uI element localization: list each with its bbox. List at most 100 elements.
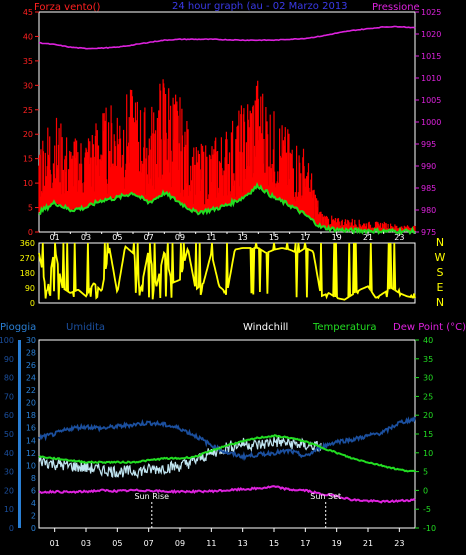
wind-pressure-x-tick-label: 13 (238, 233, 248, 242)
rain-tick-label: 4 (31, 499, 36, 508)
temperature-humidity-series (38, 416, 416, 504)
humidity-tick-label: 40 (4, 449, 14, 458)
wind-pressure-chart: Forza vento() 24 hour graph (au - 02 Mar… (23, 1, 442, 242)
humidity-ticks: 0 10 20 30 40 50 60 70 80 90 100 (0, 336, 14, 533)
wind-pressure-x-ticks: 01 03 05 07 09 11 13 15 17 19 21 23 (50, 232, 416, 242)
temperature-humidity-x-tick-label: 03 (81, 539, 91, 548)
temperature-tick-label: 10 (423, 449, 433, 458)
temperature-ticks: -10 -5 0 5 10 15 20 25 30 35 40 (415, 336, 436, 533)
windchill-label: Windchill (243, 322, 288, 333)
pressure-tick-label: 1025 (421, 8, 441, 17)
rain-tick-label: 24 (26, 374, 36, 383)
wind-pressure-x-tick-label: 17 (300, 233, 310, 242)
wind-direction-series (38, 242, 416, 301)
temperature-humidity-x-tick-label: 15 (269, 539, 279, 548)
wind-speed-tick-label: 45 (23, 8, 33, 17)
rain-tick-label: 20 (26, 399, 36, 408)
pressure-ticks: 975 980 985 990 995 1000 1005 1010 1015 1020 1025 (415, 8, 441, 237)
wind-speed-ticks: 0 5 10 15 20 25 30 35 40 45 (23, 8, 39, 237)
temperature-humidity-x-tick-label: 19 (332, 539, 342, 548)
pressure-tick-label: 980 (421, 206, 436, 215)
temperature-tick-label: 20 (423, 411, 433, 420)
humidity-tick-label: 10 (4, 505, 14, 514)
rain-tick-label: 0 (31, 524, 36, 533)
temperature-humidity-x-tick-label: 01 (50, 539, 60, 548)
rain-tick-label: 12 (26, 449, 36, 458)
temperature-humidity-chart: Pioggia Umidita Windchill Temperatura De… (0, 322, 466, 548)
temperature-series (38, 434, 416, 473)
sunset-marker-label: Sun Set (310, 492, 341, 501)
rain-tick-label: 14 (26, 436, 36, 445)
wind-pressure-x-tick-label: 21 (363, 233, 373, 242)
temperature-humidity-x-tick-label: 21 (363, 539, 373, 548)
temperature-humidity-x-tick-label: 09 (175, 539, 185, 548)
wind-pressure-x-tick-label: 01 (50, 233, 60, 242)
rain-tick-label: 10 (26, 461, 36, 470)
compass-label: N (436, 296, 444, 309)
dew-point-series (38, 485, 416, 504)
temperature-tick-label: 15 (423, 430, 433, 439)
temperature-tick-label: 30 (423, 374, 433, 383)
wind-pressure-x-tick-label: 23 (394, 233, 404, 242)
rain-tick-label: 28 (26, 349, 36, 358)
pressure-tick-label: 985 (421, 184, 436, 193)
compass-label: E (437, 281, 444, 294)
compass-label: S (437, 266, 444, 279)
temperature-humidity-x-tick-label: 13 (238, 539, 248, 548)
wind-speed-tick-label: 30 (23, 81, 33, 90)
temperature-humidity-x-tick-label: 17 (300, 539, 310, 548)
wind-pressure-x-tick-label: 19 (332, 233, 342, 242)
wind-pressure-x-tick-label: 09 (175, 233, 185, 242)
humidity-tick-label: 30 (4, 468, 14, 477)
pressure-tick-label: 1015 (421, 52, 441, 61)
temperature-tick-label: 25 (423, 392, 433, 401)
pressure-tick-label: 1005 (421, 96, 441, 105)
humidity-tick-label: 80 (4, 374, 14, 383)
humidity-tick-label: 70 (4, 392, 14, 401)
wind-pressure-series (38, 25, 416, 236)
humidity-tick-label: 0 (9, 524, 14, 533)
chart-title: 24 hour graph (au - 02 Marzo 2013 (172, 1, 348, 12)
humidity-tick-label: 90 (4, 355, 14, 364)
temperature-tick-label: -10 (423, 524, 436, 533)
humidity-label: Umidita (66, 322, 105, 333)
wind-axis-title: Forza vento() (34, 2, 101, 13)
temperature-tick-label: 40 (423, 336, 433, 345)
pressure-tick-label: 1000 (421, 118, 441, 127)
rain-tick-label: 26 (26, 361, 36, 370)
pressure-tick-label: 975 (421, 228, 436, 237)
wind-direction-degree-label: 90 (25, 284, 35, 293)
wind-direction-degree-ticks: 0 90 180 270 360 (20, 239, 35, 308)
pressure-tick-label: 990 (421, 162, 436, 171)
wind-pressure-x-tick-label: 07 (144, 233, 154, 242)
rain-label: Pioggia (0, 322, 36, 333)
pressure-axis-title: Pressione (372, 2, 420, 13)
compass-label: W (435, 251, 446, 264)
wind-speed-tick-label: 10 (23, 179, 33, 188)
wind-direction-series (38, 242, 416, 301)
humidity-tick-label: 50 (4, 430, 14, 439)
temperature-tick-label: 0 (423, 486, 428, 495)
rain-gauge-bar (18, 340, 21, 528)
wind-pressure-x-tick-label: 15 (269, 233, 279, 242)
wind-pressure-x-tick-label: 11 (206, 233, 216, 242)
temperature-humidity-x-tick-label: 07 (144, 539, 154, 548)
rain-tick-label: 18 (26, 411, 36, 420)
humidity-tick-label: 100 (0, 336, 14, 345)
wind-speed-tick-label: 25 (23, 106, 33, 115)
wind-speed-tick-label: 15 (23, 155, 33, 164)
sun-markers: Sun Rise Sun Set (134, 492, 341, 528)
pressure-series (38, 25, 416, 50)
temperature-tick-label: 5 (423, 468, 428, 477)
temperature-humidity-x-ticks: 01 03 05 07 09 11 13 15 17 19 21 23 (50, 528, 404, 548)
temperature-humidity-x-tick-label: 23 (394, 539, 404, 548)
wind-pressure-x-tick-label: 05 (112, 233, 122, 242)
rain-tick-label: 16 (26, 424, 36, 433)
pressure-tick-label: 1010 (421, 74, 441, 83)
wind-speed-tick-label: 0 (28, 228, 33, 237)
rain-tick-label: 8 (31, 474, 36, 483)
temperature-label: Temperatura (312, 322, 377, 333)
